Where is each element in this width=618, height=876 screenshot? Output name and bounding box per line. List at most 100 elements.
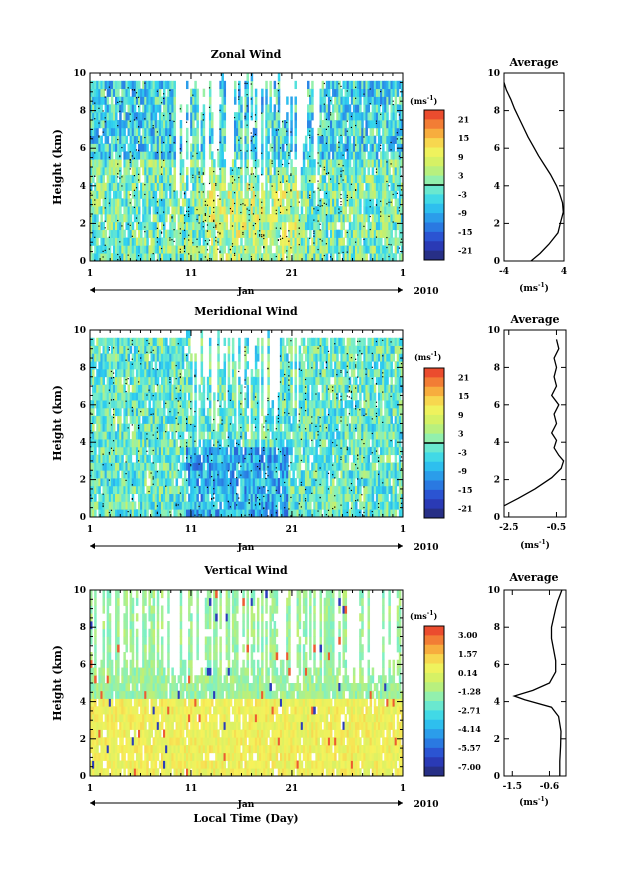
colorbar-swatch <box>424 241 444 252</box>
colorbar-swatch <box>424 405 444 416</box>
y-tick-label: 6 <box>80 144 86 154</box>
zonal-wind-colorbar: (ms-1) 21 15 9 3 -3 -9 -15 -21 <box>410 95 472 261</box>
colorbar-swatch <box>424 128 444 139</box>
meridional-average-title: Average <box>509 313 559 326</box>
x-tick-label: 11 <box>185 525 198 535</box>
avg-y-tick-label: 8 <box>494 363 500 373</box>
colorbar-swatch <box>424 231 444 242</box>
avg-x-tick-label: -0.6 <box>540 782 559 792</box>
colorbar-swatch <box>424 452 444 463</box>
avg-x-tick-label: -0.5 <box>547 523 566 533</box>
colorbar-swatch <box>424 194 444 205</box>
colorbar-swatch <box>424 471 444 481</box>
avg-y-tick-label: 2 <box>494 219 500 229</box>
colorbar-tick-label: -21 <box>458 504 472 514</box>
avg-y-tick-label: 8 <box>494 623 500 633</box>
colorbar-swatch <box>424 626 444 636</box>
zonal-wind-month: Jan <box>237 287 255 297</box>
meridional-average-panel: Average (ms-1) 0 2 4 6 8 10 -2.5 -0.5 <box>487 313 567 551</box>
colorbar-swatch <box>424 489 444 500</box>
vertical-wind-title: Vertical Wind <box>203 564 288 577</box>
x-tick-label: 21 <box>286 525 299 535</box>
y-tick-label: 0 <box>80 772 86 782</box>
colorbar-tick-label: 0.14 <box>458 668 478 678</box>
avg-y-tick-label: 6 <box>494 144 500 154</box>
avg-x-tick-label: -2.5 <box>499 523 518 533</box>
colorbar-swatch <box>424 377 444 388</box>
meridional-wind-cb-unit: (ms-1) <box>414 351 441 362</box>
colorbar-tick-label: -4.14 <box>458 724 481 734</box>
y-tick-label: 10 <box>73 326 86 336</box>
colorbar-tick-label: -15 <box>458 485 472 495</box>
avg-x-tick-label: 4 <box>561 267 567 277</box>
colorbar-swatch <box>424 461 444 472</box>
y-tick-label: 2 <box>80 219 86 229</box>
y-tick-label: 4 <box>80 182 86 192</box>
colorbar-tick-label: -2.71 <box>458 705 481 715</box>
colorbar-swatch <box>424 110 444 120</box>
colorbar-swatch <box>424 747 444 758</box>
x-tick-label: 1 <box>87 784 93 794</box>
x-tick-label: 21 <box>286 784 299 794</box>
colorbar-tick-label: -5.57 <box>458 743 481 753</box>
colorbar-swatch <box>424 635 444 646</box>
y-tick-label: 0 <box>80 513 86 523</box>
colorbar-swatch <box>424 119 444 130</box>
colorbar-swatch <box>424 368 444 378</box>
colorbar-tick-label: -3 <box>458 447 467 457</box>
colorbar-swatch <box>424 203 444 214</box>
zonal-average-frame <box>503 72 565 262</box>
meridional-average-frame <box>503 329 567 518</box>
colorbar-swatch <box>424 222 444 233</box>
avg-y-tick-label: 0 <box>494 257 500 267</box>
vertical-wind-month: Jan <box>237 800 255 810</box>
y-tick-label: 6 <box>80 660 86 670</box>
colorbar-swatch <box>424 250 444 261</box>
y-tick-label: 8 <box>80 107 86 117</box>
meridional-wind-month: Jan <box>237 543 255 553</box>
colorbar-swatch <box>424 682 444 693</box>
y-tick-label: 8 <box>80 363 86 373</box>
avg-y-tick-label: 6 <box>494 660 500 670</box>
avg-y-tick-label: 2 <box>494 476 500 486</box>
zonal-wind-field <box>90 73 403 261</box>
avg-y-tick-label: 4 <box>494 698 500 708</box>
colorbar-swatch <box>424 672 444 683</box>
colorbar-swatch <box>424 443 444 453</box>
y-tick-label: 4 <box>80 698 86 708</box>
colorbar-swatch <box>424 147 444 158</box>
vertical-average-xlabel: (ms-1) <box>519 796 549 808</box>
zonal-average-xlabel: (ms-1) <box>519 282 549 294</box>
colorbar-swatch <box>424 166 444 177</box>
colorbar-tick-label: -1.28 <box>458 687 481 697</box>
colorbar-swatch <box>424 757 444 768</box>
colorbar-swatch <box>424 508 444 519</box>
zonal-wind-title: Zonal Wind <box>211 48 282 61</box>
avg-y-tick-label: 0 <box>494 772 500 782</box>
x-tick-label: 1 <box>87 525 93 535</box>
meridional-wind-datebar: Jan 2010 <box>90 543 439 553</box>
y-tick-label: 4 <box>80 438 86 448</box>
avg-y-tick-label: 10 <box>487 586 500 596</box>
colorbar-tick-label: 15 <box>458 133 469 143</box>
colorbar-swatch <box>424 424 444 435</box>
colorbar-swatch <box>424 499 444 510</box>
avg-x-tick-label: -4 <box>499 267 509 277</box>
vertical-wind-datebar: Jan 2010 <box>90 800 439 810</box>
vertical-wind-ylabel: Height (km) <box>51 645 64 721</box>
zonal-wind-cb-unit: (ms-1) <box>410 95 437 106</box>
colorbar-swatch <box>424 738 444 749</box>
avg-y-tick-label: 4 <box>494 182 500 192</box>
x-tick-label: 1 <box>400 525 406 535</box>
colorbar-swatch <box>424 644 444 655</box>
colorbar-swatch <box>424 701 444 711</box>
colorbar-tick-label: 1.57 <box>458 649 477 659</box>
meridional-average-xlabel: (ms-1) <box>520 539 550 551</box>
x-tick-label: 1 <box>87 269 93 279</box>
colorbar-tick-label: -15 <box>458 227 472 237</box>
colorbar-swatch <box>424 386 444 397</box>
zonal-average-panel: Average (ms-1) 0 2 4 6 8 10 -4 4 <box>487 56 567 294</box>
colorbar-tick-label: 3 <box>458 171 464 181</box>
